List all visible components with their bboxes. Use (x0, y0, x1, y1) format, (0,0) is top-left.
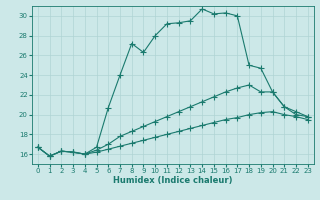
X-axis label: Humidex (Indice chaleur): Humidex (Indice chaleur) (113, 176, 233, 185)
